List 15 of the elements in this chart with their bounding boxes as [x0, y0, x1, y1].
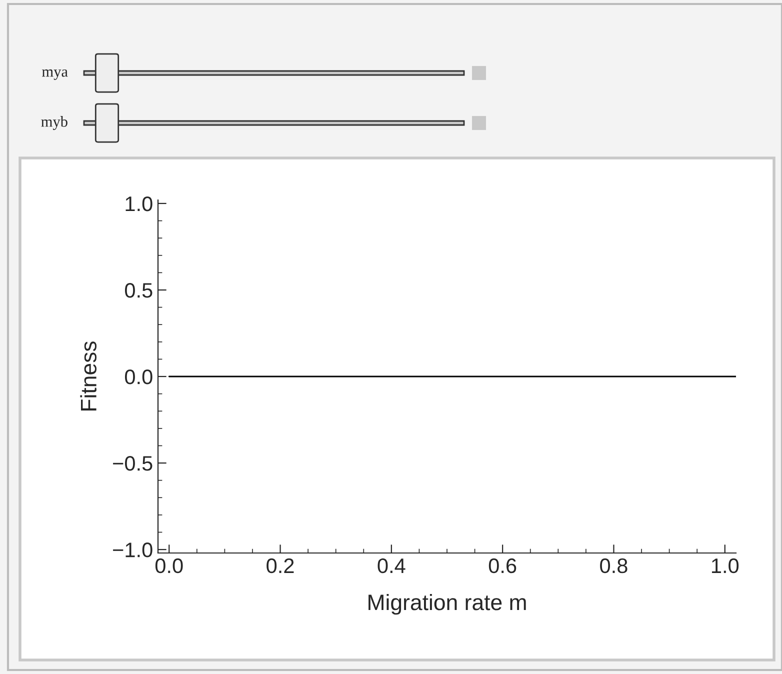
x-tick-label: 0.0	[155, 558, 183, 574]
text: myb	[41, 116, 68, 130]
y-axis-title: Fitness	[80, 341, 97, 410]
y-tick-label: 1.0	[126, 196, 152, 212]
x-tick-label: 0.2	[266, 558, 294, 574]
text: mya	[42, 69, 68, 80]
x-tick-label: 0.8	[600, 558, 628, 574]
x-tick-label: 1.0	[712, 558, 739, 574]
x-axis-title: Migration rate m	[368, 594, 526, 615]
y-tick-label: −1.0	[113, 542, 152, 558]
y-tick-label: 0.0	[124, 370, 152, 384]
x-tick-label: 0.4	[378, 558, 406, 574]
x-tick-label: 0.6	[488, 558, 516, 574]
y-tick-label: 0.5	[124, 282, 152, 298]
y-tick-label: −0.5	[113, 456, 152, 471]
